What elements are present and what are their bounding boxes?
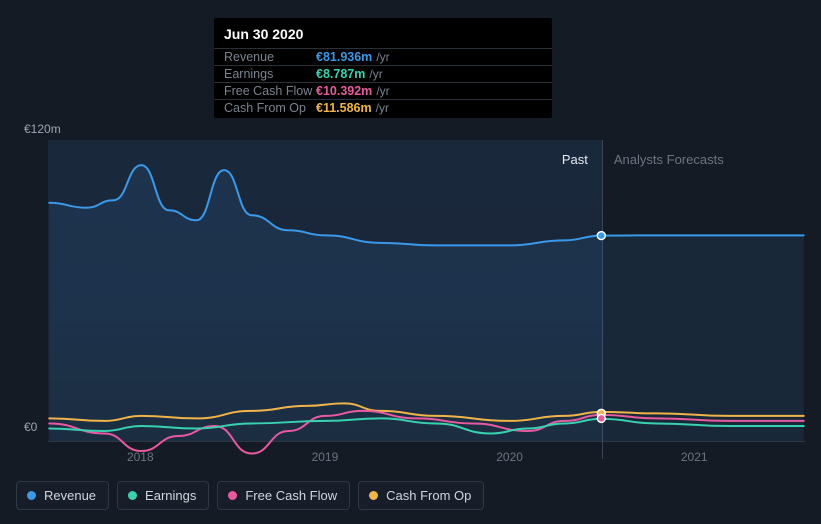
legend-item-earnings[interactable]: Earnings	[117, 481, 209, 510]
legend-swatch	[128, 491, 137, 500]
legend-item-revenue[interactable]: Revenue	[16, 481, 109, 510]
tooltip-metric-label: Cash From Op	[224, 101, 316, 115]
tooltip-metric-label: Free Cash Flow	[224, 84, 316, 98]
series-lines	[48, 140, 805, 441]
legend-swatch	[228, 491, 237, 500]
tooltip-row: Revenue€81.936m/yr	[214, 48, 552, 65]
plot-area[interactable]: Past Analysts Forecasts	[48, 140, 805, 442]
x-axis-tick: 2020	[496, 450, 523, 464]
tooltip-metric-unit: /yr	[369, 67, 382, 81]
tooltip-metric-value: €81.936m	[316, 50, 372, 64]
tooltip-metric-unit: /yr	[376, 50, 389, 64]
legend: Revenue Earnings Free Cash Flow Cash From O…	[16, 481, 484, 510]
tooltip-metric-unit: /yr	[376, 101, 389, 115]
tooltip-metric-unit: /yr	[376, 84, 389, 98]
x-axis-tick: 2019	[312, 450, 339, 464]
legend-label: Earnings	[145, 488, 196, 503]
tooltip-metric-value: €8.787m	[316, 67, 365, 81]
legend-swatch	[369, 491, 378, 500]
x-axis: 2018 2019 2020 2021	[48, 448, 805, 468]
tooltip-metric-label: Revenue	[224, 50, 316, 64]
tooltip-row: Free Cash Flow€10.392m/yr	[214, 82, 552, 99]
x-axis-tick: 2018	[127, 450, 154, 464]
tooltip-metric-value: €10.392m	[316, 84, 372, 98]
legend-swatch	[27, 491, 36, 500]
y-axis-min-label: €0	[24, 420, 37, 434]
chart-tooltip: Jun 30 2020 Revenue€81.936m/yrEarnings€8…	[214, 18, 552, 118]
legend-item-free-cash-flow[interactable]: Free Cash Flow	[217, 481, 350, 510]
tooltip-metric-label: Earnings	[224, 67, 316, 81]
tooltip-date: Jun 30 2020	[214, 24, 552, 48]
legend-label: Cash From Op	[386, 488, 471, 503]
tooltip-row: Earnings€8.787m/yr	[214, 65, 552, 82]
legend-label: Revenue	[44, 488, 96, 503]
x-axis-tick: 2021	[681, 450, 708, 464]
y-axis-max-label: €120m	[24, 122, 61, 136]
tooltip-metric-value: €11.586m	[316, 101, 372, 115]
legend-item-cash-from-op[interactable]: Cash From Op	[358, 481, 484, 510]
legend-label: Free Cash Flow	[245, 488, 337, 503]
tooltip-row: Cash From Op€11.586m/yr	[214, 99, 552, 116]
